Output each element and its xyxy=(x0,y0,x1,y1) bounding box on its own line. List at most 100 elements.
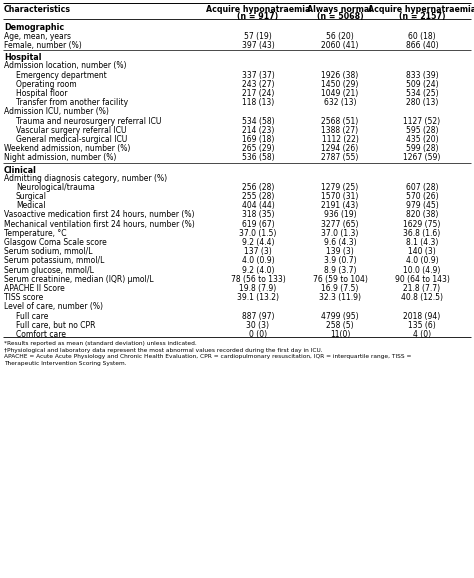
Text: 9.2 (4.4): 9.2 (4.4) xyxy=(242,238,274,247)
Text: Clinical: Clinical xyxy=(4,165,37,175)
Text: 258 (5): 258 (5) xyxy=(326,321,354,330)
Text: 1926 (38): 1926 (38) xyxy=(321,71,359,80)
Text: 595 (28): 595 (28) xyxy=(406,125,438,135)
Text: 1279 (25): 1279 (25) xyxy=(321,183,359,192)
Text: 32.3 (11.9): 32.3 (11.9) xyxy=(319,293,361,302)
Text: 435 (20): 435 (20) xyxy=(406,135,438,144)
Text: 16.9 (7.5): 16.9 (7.5) xyxy=(321,284,359,293)
Text: 214 (23): 214 (23) xyxy=(242,125,274,135)
Text: 280 (13): 280 (13) xyxy=(406,98,438,107)
Text: 10.0 (4.9): 10.0 (4.9) xyxy=(403,266,441,275)
Text: Glasgow Coma Scale score: Glasgow Coma Scale score xyxy=(4,238,107,247)
Text: 2191 (43): 2191 (43) xyxy=(321,201,359,210)
Text: (n = 917): (n = 917) xyxy=(237,13,279,21)
Text: 139 (3): 139 (3) xyxy=(326,247,354,256)
Text: 169 (18): 169 (18) xyxy=(242,135,274,144)
Text: 256 (28): 256 (28) xyxy=(242,183,274,192)
Text: 217 (24): 217 (24) xyxy=(242,89,274,98)
Text: APACHE = Acute Acute Physiology and Chronic Health Evaluation, CPR = cardiopulmo: APACHE = Acute Acute Physiology and Chro… xyxy=(4,354,411,360)
Text: 1629 (75): 1629 (75) xyxy=(403,220,441,229)
Text: 1049 (21): 1049 (21) xyxy=(321,89,359,98)
Text: Hospital floor: Hospital floor xyxy=(16,89,67,98)
Text: 8.9 (3.7): 8.9 (3.7) xyxy=(324,266,356,275)
Text: 57 (19): 57 (19) xyxy=(244,32,272,40)
Text: Admitting diagnosis category, number (%): Admitting diagnosis category, number (%) xyxy=(4,174,167,183)
Text: 21.8 (7.7): 21.8 (7.7) xyxy=(403,284,440,293)
Text: 265 (29): 265 (29) xyxy=(242,144,274,153)
Text: 619 (67): 619 (67) xyxy=(242,220,274,229)
Text: 570 (26): 570 (26) xyxy=(406,192,438,201)
Text: 1127 (52): 1127 (52) xyxy=(403,117,440,125)
Text: Admission location, number (%): Admission location, number (%) xyxy=(4,61,127,71)
Text: Level of care, number (%): Level of care, number (%) xyxy=(4,302,103,312)
Text: 2060 (41): 2060 (41) xyxy=(321,41,359,50)
Text: Trauma and neurosurgery referral ICU: Trauma and neurosurgery referral ICU xyxy=(16,117,161,125)
Text: 19.8 (7.9): 19.8 (7.9) xyxy=(239,284,277,293)
Text: 607 (28): 607 (28) xyxy=(406,183,438,192)
Text: 4.0 (0.9): 4.0 (0.9) xyxy=(406,257,438,265)
Text: 137 (3): 137 (3) xyxy=(244,247,272,256)
Text: 2568 (51): 2568 (51) xyxy=(321,117,359,125)
Text: 397 (43): 397 (43) xyxy=(242,41,274,50)
Text: 4 (0): 4 (0) xyxy=(413,330,431,339)
Text: (n = 2157): (n = 2157) xyxy=(399,13,445,21)
Text: Characteristics: Characteristics xyxy=(4,5,71,13)
Text: Transfer from another facility: Transfer from another facility xyxy=(16,98,128,107)
Text: 243 (27): 243 (27) xyxy=(242,80,274,88)
Text: *Results reported as mean (standard deviation) unless indicated.: *Results reported as mean (standard devi… xyxy=(4,341,197,346)
Text: 1294 (26): 1294 (26) xyxy=(321,144,359,153)
Text: Serum sodium, mmol/L: Serum sodium, mmol/L xyxy=(4,247,92,256)
Text: 36.8 (1.6): 36.8 (1.6) xyxy=(403,229,441,238)
Text: Temperature, °C: Temperature, °C xyxy=(4,229,66,238)
Text: 887 (97): 887 (97) xyxy=(242,312,274,321)
Text: 833 (39): 833 (39) xyxy=(406,71,438,80)
Text: 56 (20): 56 (20) xyxy=(326,32,354,40)
Text: 90 (64 to 143): 90 (64 to 143) xyxy=(394,275,449,284)
Text: 118 (13): 118 (13) xyxy=(242,98,274,107)
Text: †Physiological and laboratory data represent the most abnormal values recorded d: †Physiological and laboratory data repre… xyxy=(4,348,323,353)
Text: Full care, but no CPR: Full care, but no CPR xyxy=(16,321,95,330)
Text: 3.9 (0.7): 3.9 (0.7) xyxy=(324,257,356,265)
Text: Night admission, number (%): Night admission, number (%) xyxy=(4,153,117,162)
Text: 78 (56 to 133): 78 (56 to 133) xyxy=(231,275,285,284)
Text: 632 (13): 632 (13) xyxy=(324,98,356,107)
Text: 936 (19): 936 (19) xyxy=(324,210,356,220)
Text: Acquire hyponatraemia: Acquire hyponatraemia xyxy=(206,5,310,13)
Text: Weekend admission, number (%): Weekend admission, number (%) xyxy=(4,144,130,153)
Text: 1450 (29): 1450 (29) xyxy=(321,80,359,88)
Text: 4.0 (0.9): 4.0 (0.9) xyxy=(242,257,274,265)
Text: 4799 (95): 4799 (95) xyxy=(321,312,359,321)
Text: Neurological/trauma: Neurological/trauma xyxy=(16,183,95,192)
Text: APACHE II Score: APACHE II Score xyxy=(4,284,65,293)
Text: 534 (58): 534 (58) xyxy=(242,117,274,125)
Text: 979 (45): 979 (45) xyxy=(406,201,438,210)
Text: 509 (24): 509 (24) xyxy=(406,80,438,88)
Text: Demographic: Demographic xyxy=(4,24,64,32)
Text: 140 (3): 140 (3) xyxy=(408,247,436,256)
Text: 0 (0): 0 (0) xyxy=(249,330,267,339)
Text: 534 (25): 534 (25) xyxy=(406,89,438,98)
Text: Surgical: Surgical xyxy=(16,192,47,201)
Text: 866 (40): 866 (40) xyxy=(406,41,438,50)
Text: 1267 (59): 1267 (59) xyxy=(403,153,441,162)
Text: Mechanical ventilation first 24 hours, number (%): Mechanical ventilation first 24 hours, n… xyxy=(4,220,195,229)
Text: 60 (18): 60 (18) xyxy=(408,32,436,40)
Text: 9.6 (4.3): 9.6 (4.3) xyxy=(324,238,356,247)
Text: Vascular surgery referral ICU: Vascular surgery referral ICU xyxy=(16,125,127,135)
Text: Medical: Medical xyxy=(16,201,46,210)
Text: 2787 (55): 2787 (55) xyxy=(321,153,359,162)
Text: 76 (59 to 104): 76 (59 to 104) xyxy=(312,275,367,284)
Text: 404 (44): 404 (44) xyxy=(242,201,274,210)
Text: 37.0 (1.3): 37.0 (1.3) xyxy=(321,229,359,238)
Text: Operating room: Operating room xyxy=(16,80,77,88)
Text: 3277 (65): 3277 (65) xyxy=(321,220,359,229)
Text: Serum creatinine, median (IQR) μmol/L: Serum creatinine, median (IQR) μmol/L xyxy=(4,275,154,284)
Text: 1112 (22): 1112 (22) xyxy=(321,135,358,144)
Text: Hospital: Hospital xyxy=(4,53,42,62)
Text: 820 (38): 820 (38) xyxy=(406,210,438,220)
Text: Serum glucose, mmol/L: Serum glucose, mmol/L xyxy=(4,266,94,275)
Text: 9.2 (4.0): 9.2 (4.0) xyxy=(242,266,274,275)
Text: Therapeutic Intervention Scoring System.: Therapeutic Intervention Scoring System. xyxy=(4,361,127,366)
Text: Vasoactive medication first 24 hours, number (%): Vasoactive medication first 24 hours, nu… xyxy=(4,210,194,220)
Text: 11(0): 11(0) xyxy=(330,330,350,339)
